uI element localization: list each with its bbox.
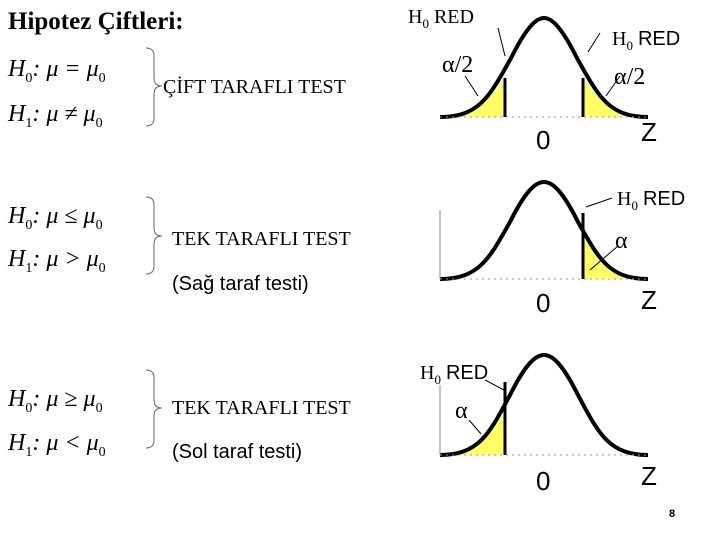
red-label-right: H0 RED [612, 28, 681, 53]
arrow-red-right-tailed [585, 197, 613, 208]
arrow-red-left-tailed [484, 379, 505, 391]
arrow-alpha-left-tailed [468, 419, 482, 435]
hypothesis-null-two-tailed: H0: μ = μ0 [8, 56, 106, 86]
alpha-label-left-tailed: α [455, 398, 468, 424]
alpha-half-right: α/2 [614, 64, 646, 90]
test-label-two-tailed: ÇİFT TARAFLI TEST [163, 76, 346, 98]
alpha-label-right-tailed: α [615, 228, 628, 254]
zero-label-right-tailed: 0 [536, 288, 551, 318]
sublabel-right-tailed: (Sağ taraf testi) [172, 273, 309, 295]
rejection-region-right [583, 78, 648, 117]
alpha-half-left: α/2 [442, 52, 474, 78]
red-label-left-tailed: H0 RED [420, 362, 489, 387]
normal-curve-two-tailed [439, 15, 649, 119]
brace-two-tailed [145, 47, 163, 127]
arrow-alpha-right [605, 75, 621, 97]
red-label-left: H0 RED [408, 6, 474, 31]
z-label-right-tailed: Z [641, 285, 657, 315]
rejection-region-left-tail [440, 412, 505, 455]
hypothesis-null-left-tailed: H0: μ ≥ μ0 [8, 386, 103, 416]
brace-left-tailed [145, 369, 163, 449]
z-label-left-tailed: Z [641, 461, 657, 491]
sublabel-left-tailed: (Sol taraf testi) [172, 441, 303, 463]
page-title: Hipotez Çiftleri: [8, 8, 184, 35]
zero-label-two-tailed: 0 [536, 125, 551, 155]
hypothesis-alt-two-tailed: H1: μ ≠ μ0 [8, 101, 103, 131]
arrow-red-left [497, 27, 506, 57]
arrow-alpha-left [464, 75, 479, 97]
arrow-red-right [587, 32, 601, 53]
rejection-region-left [440, 78, 505, 117]
page-number: 8 [669, 508, 676, 520]
z-label-two-tailed: Z [641, 117, 657, 147]
hypothesis-alt-left-tailed: H1: μ < μ0 [8, 430, 106, 460]
zero-label-left-tailed: 0 [536, 466, 551, 496]
hypothesis-null-right-tailed: H0: μ ≤ μ0 [8, 203, 103, 233]
red-label-right-tailed: H0 RED [617, 188, 686, 213]
normal-curve-right-tailed [439, 179, 649, 281]
hypothesis-alt-right-tailed: H1: μ > μ0 [8, 246, 106, 276]
normal-curve-left-tailed [439, 352, 649, 457]
brace-right-tailed [145, 196, 163, 275]
rejection-region-right-tail [583, 238, 648, 279]
test-label-right-tailed: TEK TARAFLI TEST [172, 228, 351, 250]
arrow-alpha-right-tailed [589, 245, 619, 271]
test-label-left-tailed: TEK TARAFLI TEST [172, 397, 351, 419]
